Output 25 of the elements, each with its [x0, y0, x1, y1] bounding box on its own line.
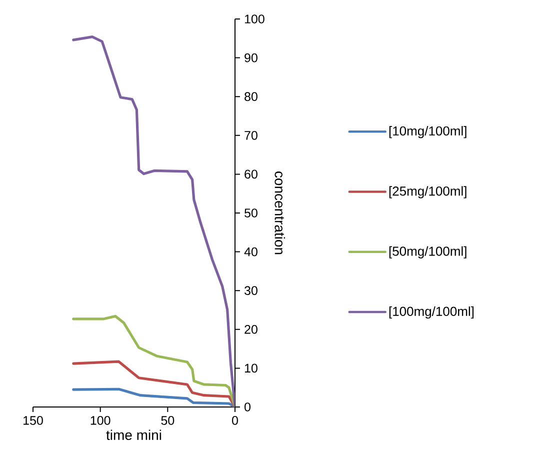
y-tick-label: 100 [244, 14, 264, 24]
y-tick-label: 70 [244, 130, 258, 140]
y-tick-label: 40 [244, 247, 258, 256]
legend-label: [25mg/100ml] [389, 186, 466, 198]
x-tick-label: 100 [90, 416, 110, 425]
y-tick-label: 50 [244, 208, 258, 218]
y-axis-title: concentration [274, 172, 286, 254]
legend-label: [50mg/100ml] [389, 246, 466, 258]
y-tick-label: 0 [244, 402, 250, 412]
legend-label: [10mg/100ml] [389, 126, 466, 138]
y-tick-label: 80 [244, 92, 258, 102]
line-series [72, 36, 235, 407]
y-tick-label: 90 [244, 53, 258, 62]
legend-label: [100mg/100ml] [389, 306, 474, 319]
y-tick-label: 10 [244, 364, 258, 373]
y-tick-label: 20 [244, 324, 258, 334]
line-series [72, 360, 235, 407]
y-tick-label: 60 [244, 170, 258, 179]
x-tick-label: 150 [24, 416, 43, 425]
x-tick-label: 0 [232, 416, 238, 425]
line-series [72, 388, 235, 407]
line-series [72, 314, 235, 407]
x-tick-label: 50 [161, 416, 174, 425]
y-tick-label: 30 [244, 286, 258, 296]
x-axis-title: time mini [106, 430, 162, 440]
